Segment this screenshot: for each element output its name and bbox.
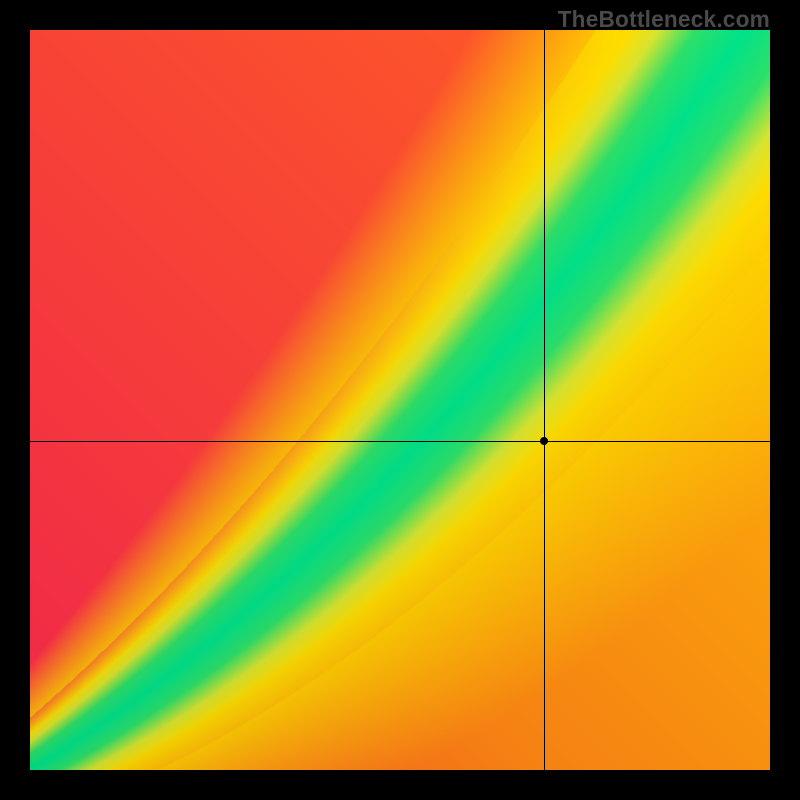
crosshair-horizontal [30,441,770,442]
crosshair-dot [540,437,548,445]
chart-frame: TheBottleneck.com [0,0,800,800]
crosshair-vertical [544,30,545,770]
watermark-text: TheBottleneck.com [558,6,770,33]
heatmap-canvas [30,30,770,770]
heatmap-plot [30,30,770,770]
